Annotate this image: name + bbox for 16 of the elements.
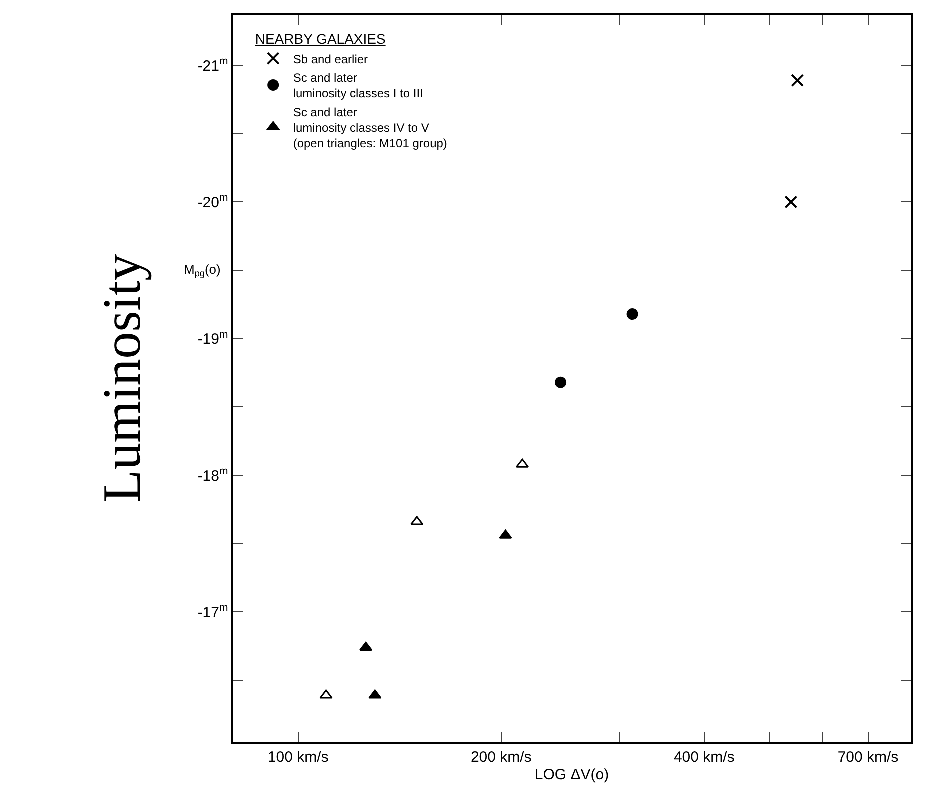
x-tick-label: 400 km/s bbox=[674, 748, 735, 766]
legend-title: NEARBY GALAXIES bbox=[255, 31, 386, 48]
legend-label: Sb and earlier bbox=[293, 52, 368, 66]
legend-label: Sc and later luminosity classes IV to V (open triangles: M101 group) bbox=[293, 105, 448, 150]
y-tick-label: -17$^{m}$ bbox=[198, 602, 228, 622]
y-tick-label: -21$^{m}$ bbox=[198, 56, 228, 75]
y-axis-title: Luminosity bbox=[92, 254, 152, 504]
x-tick-label: 700 km/s bbox=[838, 748, 899, 766]
x-tick-label: 100 km/s bbox=[268, 748, 329, 766]
y-tick-label: -19$^{m}$ bbox=[198, 328, 228, 348]
y-tick-label: -20$^{m}$ bbox=[198, 192, 228, 212]
text: M$_{pg}$(o) bbox=[184, 262, 221, 279]
x-tick-label: 200 km/s bbox=[470, 748, 532, 766]
x-axis-title: LOG ΔV(o) bbox=[534, 766, 610, 784]
legend-label: Sc and later luminosity classes I to III bbox=[293, 71, 424, 101]
y-tick-label: -18$^{m}$ bbox=[198, 465, 228, 485]
